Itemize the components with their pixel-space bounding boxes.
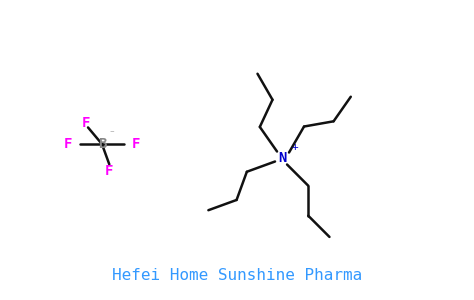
Text: Hefei Home Sunshine Pharma: Hefei Home Sunshine Pharma: [112, 268, 362, 284]
Text: F: F: [131, 137, 140, 151]
Text: ⁻: ⁻: [109, 129, 115, 139]
Text: N: N: [278, 151, 286, 164]
Text: F: F: [82, 116, 90, 130]
Text: +: +: [292, 142, 299, 152]
Text: F: F: [105, 164, 113, 178]
Text: B: B: [98, 137, 106, 151]
Text: F: F: [64, 137, 73, 151]
